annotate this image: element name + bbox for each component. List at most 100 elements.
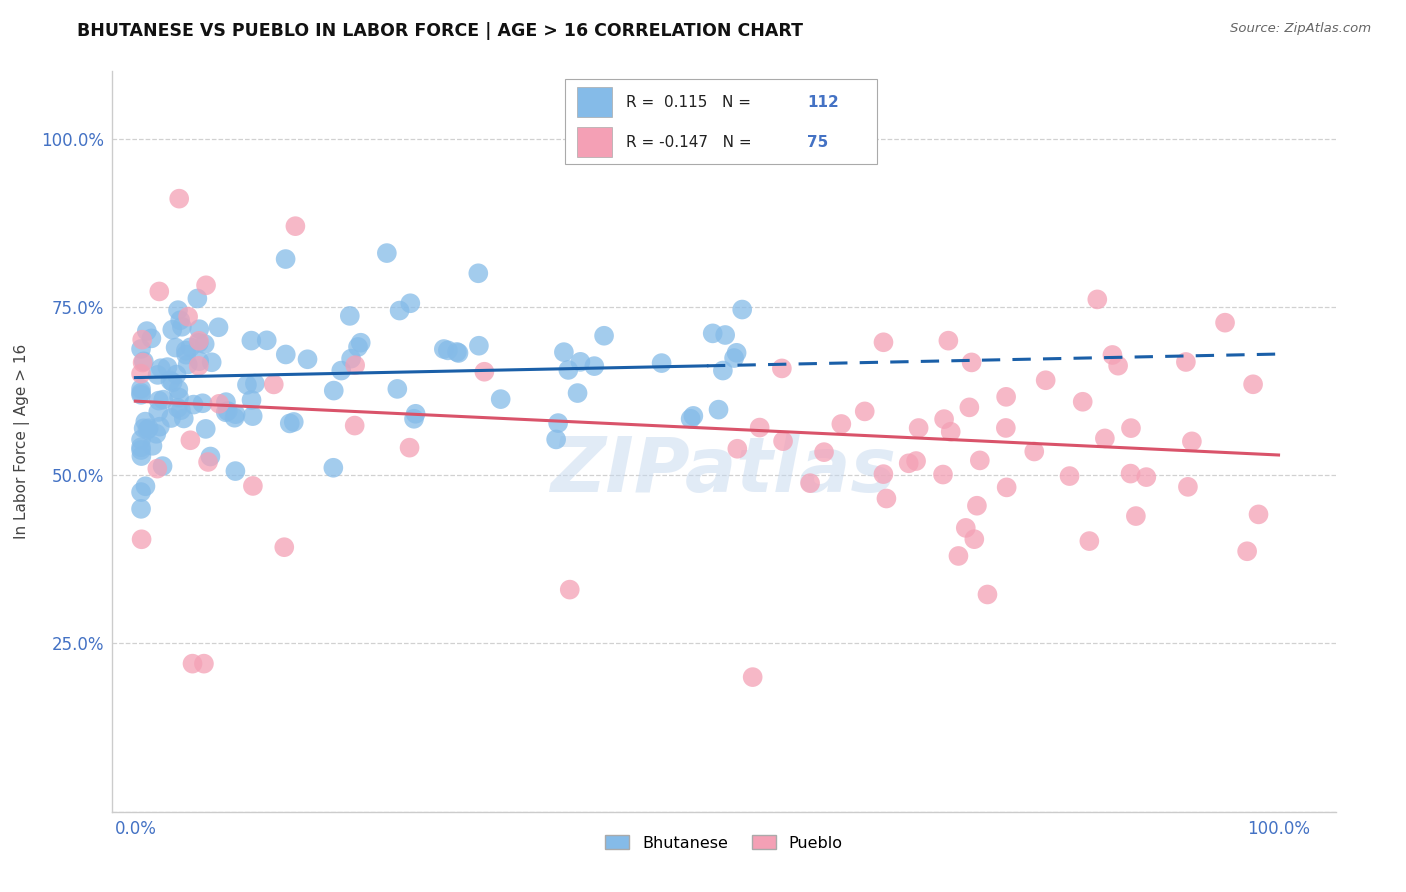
Point [162,376,184,390]
Point [240,334,263,348]
Point [651,356,673,370]
Point [167,303,190,318]
Point [188,322,211,336]
Point [957,401,980,415]
Point [963,532,986,546]
Point [1085,293,1108,307]
Point [547,416,569,430]
Point [176,358,198,372]
Point [177,310,200,324]
Point [149,419,172,434]
Point [1213,316,1236,330]
Point [149,361,172,376]
Point [129,433,152,447]
Point [872,467,894,482]
Point [741,670,763,684]
Point [1059,469,1081,483]
FancyBboxPatch shape [578,128,612,157]
Point [994,421,1017,435]
Point [193,657,215,671]
Point [240,392,263,407]
Point [583,359,606,373]
Point [129,382,152,396]
Point [1181,434,1204,449]
Point [343,418,366,433]
Point [236,377,259,392]
Point [194,337,217,351]
Point [679,411,702,425]
Text: 112: 112 [807,95,839,110]
Text: ZIPatlas: ZIPatlas [551,434,897,508]
Point [437,343,460,358]
Point [468,339,491,353]
Point [215,405,238,419]
Point [932,467,955,482]
Point [129,501,152,516]
Point [131,533,153,547]
Text: Source: ZipAtlas.com: Source: ZipAtlas.com [1230,22,1371,36]
Point [725,346,748,360]
Point [347,340,370,354]
Point [129,485,152,500]
Point [725,442,748,456]
Point [166,368,188,382]
Point [141,331,163,345]
Point [201,355,224,369]
Point [131,355,153,369]
Point [134,415,156,429]
Point [170,403,193,417]
Point [433,342,456,356]
Point [167,391,190,405]
Point [174,348,197,362]
Point [167,192,190,206]
Point [707,402,730,417]
Point [135,324,157,338]
Point [872,335,894,350]
Point [179,434,201,448]
Point [966,499,988,513]
Point [165,341,187,355]
Point [322,460,344,475]
Point [682,409,704,423]
Point [183,398,205,412]
Point [129,443,152,458]
Point [1247,508,1270,522]
Point [297,352,319,367]
Text: 75: 75 [807,135,828,150]
Point [830,417,852,431]
Point [995,480,1018,494]
Point [1125,509,1147,524]
Text: BHUTANESE VS PUEBLO IN LABOR FORCE | AGE > 16 CORRELATION CHART: BHUTANESE VS PUEBLO IN LABOR FORCE | AGE… [77,22,803,40]
Point [1174,355,1197,369]
Point [146,461,169,475]
Point [129,342,152,356]
Text: R =  0.115   N =: R = 0.115 N = [626,95,756,110]
Point [446,345,468,359]
Point [339,309,361,323]
Point [169,313,191,327]
Point [553,345,575,359]
Point [955,521,977,535]
Point [340,351,363,366]
Point [399,296,422,310]
Point [558,582,581,597]
Point [905,454,928,468]
Point [772,434,794,449]
Point [160,411,183,425]
Point [702,326,724,341]
Point [152,392,174,407]
Legend: Bhutanese, Pueblo: Bhutanese, Pueblo [599,829,849,857]
Point [132,421,155,435]
Point [179,340,201,354]
Point [136,423,159,437]
Point [731,302,754,317]
Point [225,407,247,421]
Point [170,319,193,334]
Point [173,411,195,425]
Point [273,540,295,554]
Point [156,360,179,375]
Point [960,355,983,369]
Point [141,439,163,453]
Point [907,421,929,435]
Point [1094,431,1116,445]
